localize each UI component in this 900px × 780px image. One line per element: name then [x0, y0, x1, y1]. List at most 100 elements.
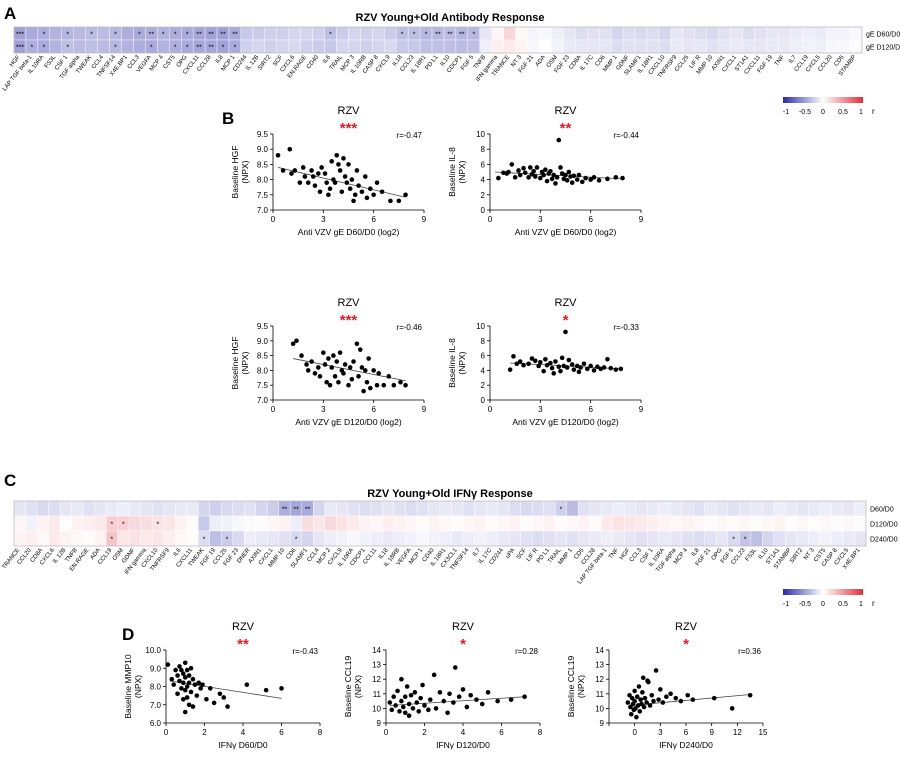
heatmapC-cell-2-27	[324, 530, 337, 547]
D3-point-18	[640, 675, 646, 681]
heatmapA-cell-1-6	[85, 39, 98, 54]
heatmapC-cell-0-0	[13, 500, 26, 517]
D3-point-26	[651, 698, 656, 704]
D1-point-27	[192, 682, 198, 687]
D1-point-28	[194, 693, 200, 698]
heatmapA-cell-1-32	[395, 39, 409, 54]
heatmapA-cell-0-68	[825, 26, 839, 41]
D3-ytick-label-4: 13	[595, 661, 604, 670]
heatmapC-cell-2-11	[140, 530, 153, 547]
D1-ylabel-line-0: Baseline MMP10	[123, 654, 133, 719]
B2-ylabel-line-0: Baseline IL-8	[447, 147, 457, 197]
heatmapC-sig-1-9: *	[122, 522, 125, 529]
B2-point-7	[517, 172, 523, 178]
D1-point-31	[200, 682, 205, 687]
heatmapA-cell-1-22	[276, 39, 289, 54]
B2-point-24	[551, 172, 557, 178]
B3-ytick-label-2: 8.0	[257, 366, 269, 375]
B3-point-19	[337, 350, 343, 355]
heatmapA-cell-0-69	[837, 26, 851, 41]
D3-xtick-label-2: 3	[658, 728, 663, 737]
heatmapC-sig-0-47: *	[560, 507, 563, 514]
B4-xtick-label-3: 9	[639, 405, 644, 414]
heatmapC-cell-2-22	[267, 530, 280, 547]
heatmapC-cell-1-65	[762, 515, 775, 532]
heatmapC-cell-2-57	[670, 530, 682, 547]
heatmapC-cell-1-14	[174, 515, 187, 532]
B1-point-37	[362, 174, 368, 179]
D2-ytick-label-1: 10	[372, 704, 381, 713]
heatmapC-cell-0-63	[739, 500, 752, 517]
heatmapA-sig-1-2: *	[42, 45, 45, 52]
heatmapC-cell-2-30	[359, 530, 372, 547]
D1-point-6	[177, 664, 182, 669]
D2-point-22	[426, 707, 431, 713]
D1-ytick-label-2: 8.0	[150, 683, 162, 692]
heatmapC-cell-1-36	[428, 515, 441, 532]
heatmapC-cell-2-47	[554, 530, 567, 547]
heatmapC-cell-0-18	[221, 500, 233, 517]
heatmapC-cell-0-3	[48, 500, 61, 517]
heatmapA-sig-0-37: **	[459, 32, 465, 39]
heatmapC-cell-1-69	[808, 515, 821, 532]
heatmapA-sig-0-6: *	[90, 32, 93, 39]
heatmapC-cell-0-13	[163, 500, 176, 517]
heatmapA-sig-1-11: *	[150, 45, 153, 52]
D1-point-12	[181, 696, 186, 702]
heatmapC-cell-0-30	[359, 500, 372, 517]
heatmapA-sig-0-12: *	[162, 32, 165, 39]
heatmapC-cell-1-64	[750, 515, 763, 532]
B4-point-33	[595, 364, 600, 370]
D1-point-20	[186, 673, 192, 678]
D2-point-1	[389, 707, 395, 713]
D2-point-28	[445, 710, 450, 716]
D2-xtick-label-4: 8	[538, 728, 543, 737]
heatmapA-cell-0-24	[300, 26, 313, 41]
B3-ylabel-line-0: Baseline HGF	[230, 337, 240, 390]
B3-ytick-label-5: 9.5	[257, 322, 269, 331]
B1-point-29	[346, 162, 351, 167]
heatmapA-cell-1-5	[73, 39, 86, 54]
heatmapA-cell-0-44	[539, 26, 552, 41]
heatmapC-sig-1-8: *	[110, 522, 113, 529]
heatmapC-cell-1-45	[531, 515, 544, 532]
B1-point-0	[275, 152, 281, 158]
D3-ytick-label-0: 9	[600, 719, 605, 728]
heatmapA-cell-0-64	[778, 26, 791, 41]
heatmapC-cell-2-39	[462, 530, 475, 547]
heatmapA-cell-1-28	[348, 39, 361, 54]
heatmapC-cell-2-55	[647, 530, 659, 547]
B4-point-17	[556, 364, 562, 370]
D3-ylabel-line-1: (NPX)	[576, 675, 586, 698]
panel-letter-b: B	[222, 109, 234, 128]
heatmapC-cell-1-10	[128, 515, 141, 532]
B2-ytick-label-0: 0	[481, 206, 486, 215]
B1-xtick-label-1: 3	[321, 215, 326, 224]
D2-ylabel-line-0: Baseline CCL19	[343, 656, 353, 718]
heatmapC-cell-1-62	[727, 515, 740, 532]
heatmapC-cell-0-60	[704, 500, 717, 517]
heatmapC-cell-1-55	[647, 515, 659, 532]
heatmapA-cell-1-65	[790, 39, 803, 54]
D2-point-2	[391, 694, 397, 700]
scatter-b2: RZV ** r=-0.44 0 2 4 6 8 10 0 3 6 9 Anti VZV gE D60/D…	[447, 105, 644, 237]
heatmapC-cell-0-70	[819, 500, 832, 517]
heatmapC-cell-2-54	[635, 530, 648, 547]
D3-ytick-label-3: 12	[595, 675, 604, 684]
heatmapA-col-label-25: CD40	[306, 54, 321, 70]
heatmapC-cell-2-31	[370, 530, 383, 547]
B4-point-36	[605, 357, 610, 362]
heatmapC-cell-0-59	[693, 500, 706, 517]
heatmapC-cell-2-9	[117, 530, 130, 547]
heatmapC-col-label-68: SIRT2	[789, 547, 805, 565]
D1-point-16	[182, 709, 188, 715]
heatmapA-col-label-21: SIRT2	[257, 54, 273, 72]
heatmapA-cell-0-7	[97, 26, 110, 41]
B4-point-23	[566, 357, 572, 363]
B1-point-45	[403, 192, 408, 198]
D1-point-38	[244, 682, 250, 687]
heatmapA-cell-1-26	[324, 39, 337, 54]
B2-point-43	[596, 178, 602, 183]
B1-point-2	[287, 146, 293, 152]
